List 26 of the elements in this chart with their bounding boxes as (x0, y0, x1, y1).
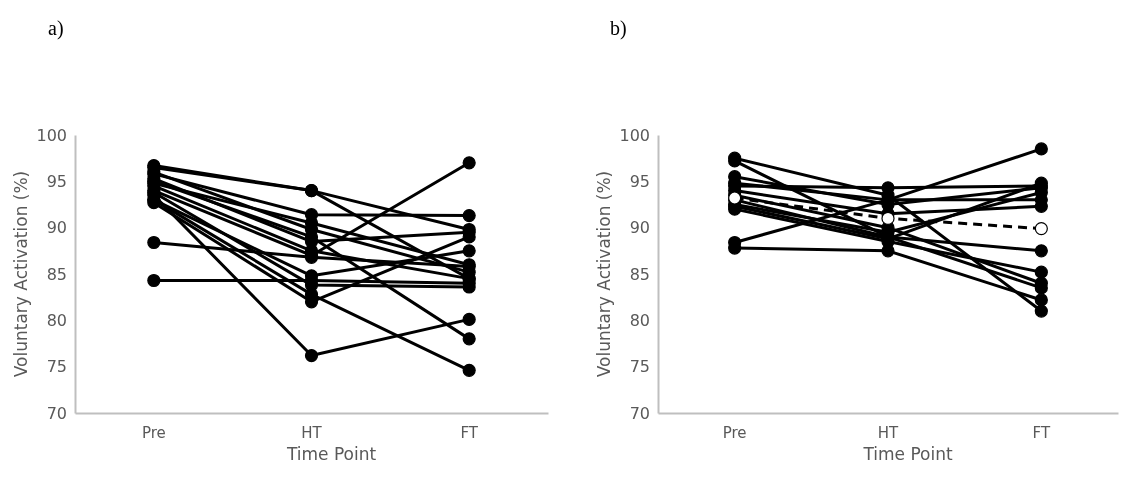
y-tick-label: 95 (46, 171, 67, 191)
y-tick-label: 70 (46, 403, 67, 423)
x-tick-label: FT (460, 423, 479, 442)
x-axis-title: Time Point (862, 444, 953, 464)
x-tick-label: Pre (141, 423, 166, 442)
chart-title: b) (610, 17, 627, 40)
y-axis-title: Voluntary Activation (%) (594, 170, 614, 378)
y-tick-label: 95 (629, 171, 650, 191)
y-tick-label: 75 (629, 357, 650, 377)
x-tick-label: FT (1032, 423, 1051, 442)
x-tick-label: HT (301, 423, 323, 442)
y-tick-label: 70 (629, 403, 650, 423)
x-tick-label: HT (877, 423, 900, 442)
chart-title: a) (48, 17, 64, 40)
y-tick-label: 80 (629, 310, 650, 330)
y-tick-label: 100 (619, 125, 650, 145)
y-tick-label: 90 (629, 218, 650, 238)
y-tick-label: 80 (46, 310, 67, 330)
y-tick-label: 90 (46, 218, 67, 238)
x-tick-label: Pre (722, 423, 747, 442)
y-axis-title: Voluntary Activation (%) (11, 170, 31, 378)
y-tick-label: 75 (46, 357, 67, 377)
y-tick-label: 85 (629, 264, 650, 284)
x-axis-title: Time Point (285, 444, 377, 464)
y-tick-label: 100 (36, 125, 67, 145)
y-tick-label: 85 (46, 264, 67, 284)
